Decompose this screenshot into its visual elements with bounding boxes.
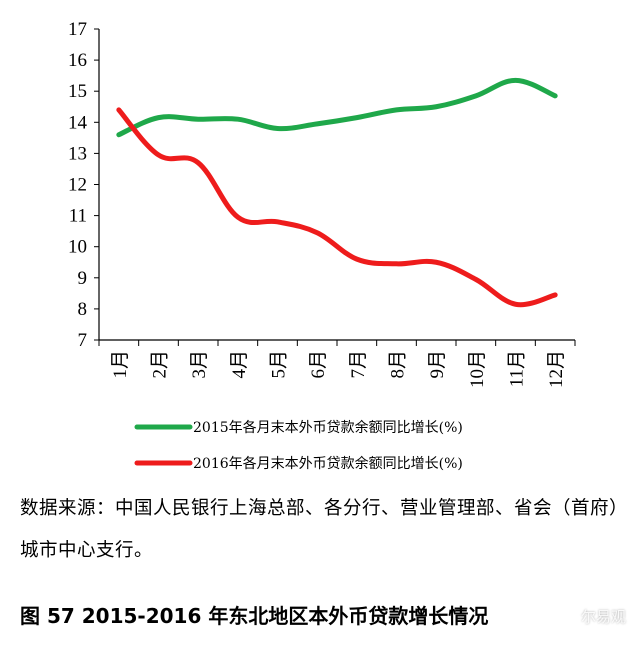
y-axis-ticks: 7 8 9 10 11 12 13 14 15 16 17 [68,19,99,351]
x-tick-label: 2月 [150,350,171,379]
y-tick-label: 8 [78,299,88,320]
y-tick-label: 13 [68,143,87,164]
x-tick-label: 9月 [427,350,448,379]
x-tick-label: 11月 [507,350,528,387]
line-chart: 7 8 9 10 11 12 13 14 15 16 17 1月 2月 3月 4月 5月 6月 7月 8月 9月 10… [68,19,576,472]
y-tick-label: 17 [68,19,87,40]
series-line-1 [116,77,558,138]
y-tick-label: 7 [78,330,88,351]
y-tick-label: 10 [68,237,87,258]
series-line-2 [116,107,558,308]
y-tick-label: 11 [69,206,87,227]
x-tick-label: 6月 [308,350,329,379]
y-tick-label: 15 [68,81,87,102]
legend-label-1: 2015年各月末本外币贷款余额同比增长(%) [193,419,463,436]
figure-caption: 图 57 2015-2016 年东北地区本外币贷款增长情况 [20,604,489,628]
watermark-text: 尔易观 [580,608,626,626]
y-tick-label: 12 [68,175,87,196]
x-tick-label: 4月 [229,350,250,379]
y-tick-label: 14 [68,112,88,133]
legend-label-2: 2016年各月末本外币贷款余额同比增长(%) [193,455,463,472]
x-tick-label: 10月 [467,350,488,388]
legend: 2015年各月末本外币贷款余额同比增长(%) 2016年各月末本外币贷款余额同比增… [134,419,463,472]
x-tick-label: 1月 [110,350,131,379]
x-tick-label: 8月 [388,350,409,379]
x-tick-label: 3月 [189,350,210,379]
series-lines [116,77,558,308]
x-tick-label: 5月 [269,350,290,379]
x-tick-label: 12月 [546,350,567,388]
x-axis-ticks: 1月 2月 3月 4月 5月 6月 7月 8月 9月 10月 11月 12月 [98,340,576,388]
data-source-note: 数据来源：中国人民银行上海总部、各分行、营业管理部、省会（首府）城市中心支行。 [20,498,629,561]
y-tick-label: 9 [78,268,88,289]
y-tick-label: 16 [68,50,87,71]
x-tick-label: 7月 [348,350,369,379]
